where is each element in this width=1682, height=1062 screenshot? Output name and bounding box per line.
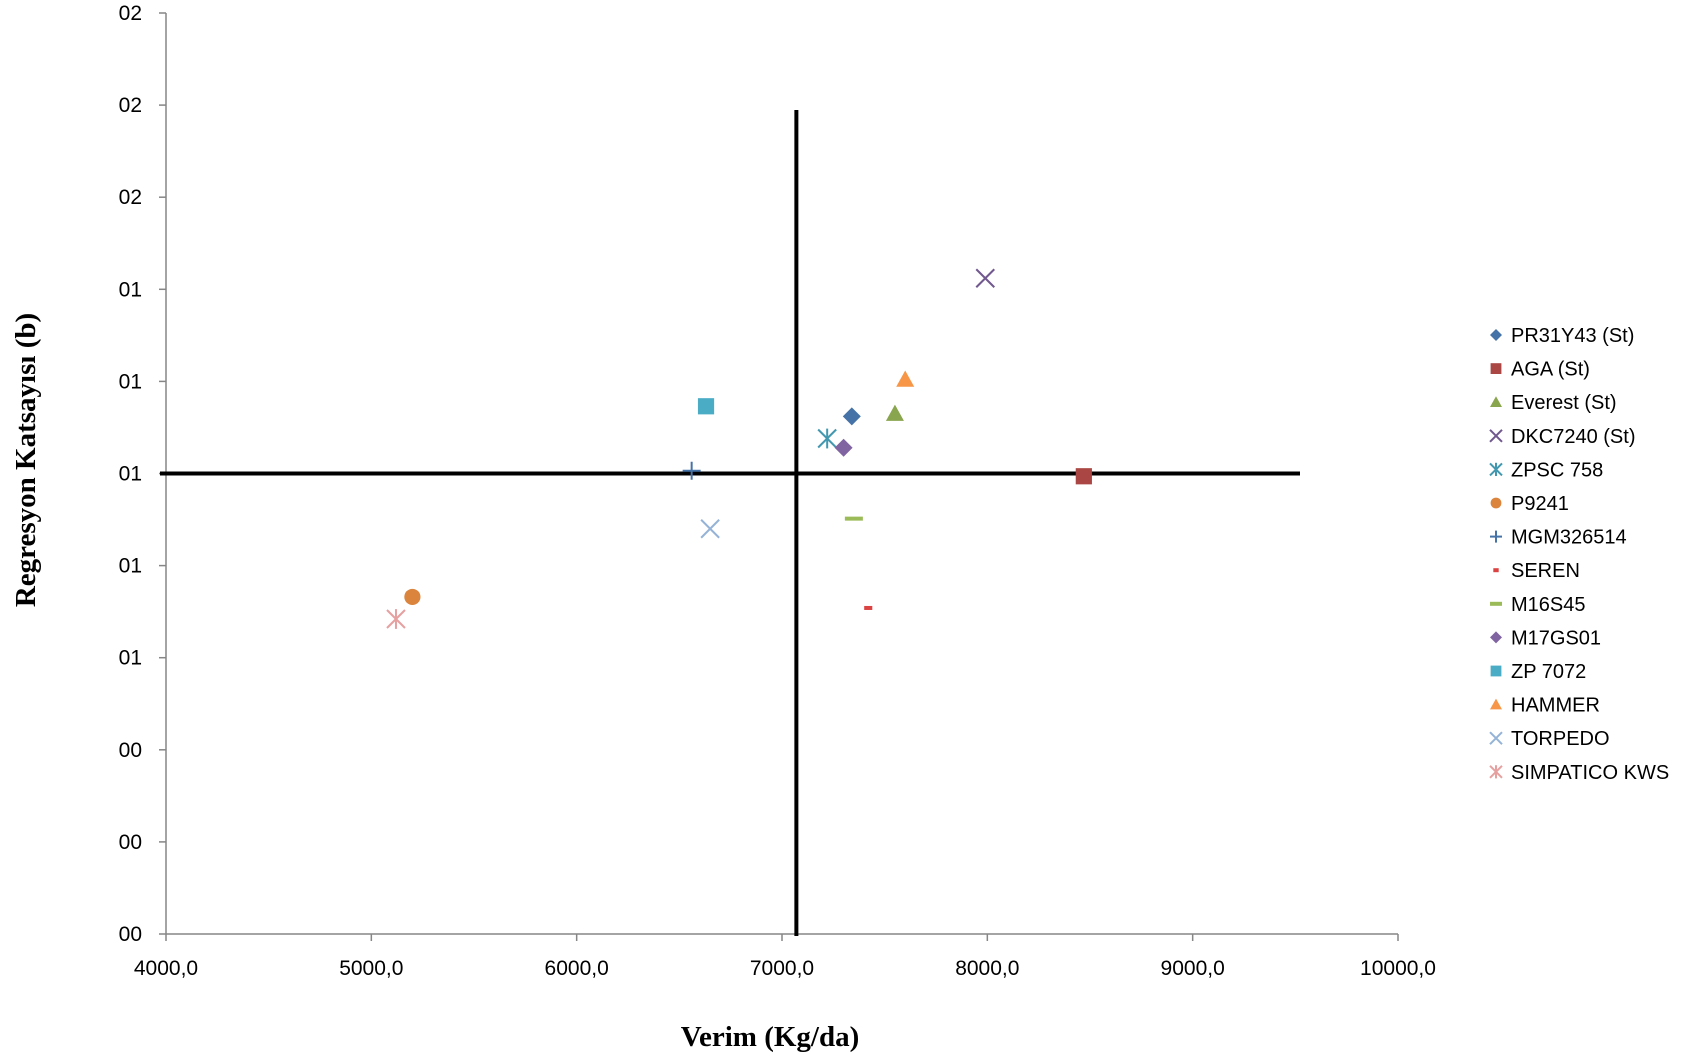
- legend-marker: [1489, 765, 1503, 779]
- x-tick-label: 4000,0: [134, 957, 198, 980]
- x-tick-label: 6000,0: [545, 957, 609, 980]
- legend-marker: [1489, 462, 1503, 477]
- legend-marker: [1489, 429, 1503, 443]
- legend-marker: [1489, 731, 1503, 745]
- y-tick-label: 01: [119, 370, 142, 393]
- legend-label: ZP 7072: [1511, 661, 1586, 683]
- y-axis-title: Regresyon Katsayısı (b): [10, 313, 42, 607]
- data-point: [817, 428, 837, 449]
- data-point: [896, 370, 915, 387]
- legend-marker: [1490, 698, 1502, 710]
- data-point: [1075, 468, 1092, 485]
- legend-label: AGA (St): [1511, 359, 1590, 381]
- x-tick-label: 9000,0: [1161, 957, 1225, 980]
- legend-marker: [1490, 601, 1502, 606]
- legend: PR31Y43 (St) AGA (St) Everest (St) DKC7240 …: [1489, 325, 1669, 784]
- data-point: [842, 407, 861, 426]
- legend-marker: [1490, 665, 1502, 677]
- y-tick-label: 02: [119, 186, 142, 209]
- y-tick-label: 00: [119, 923, 142, 946]
- y-tick-label: 01: [119, 647, 142, 670]
- legend-label: MGM326514: [1511, 527, 1627, 549]
- legend-label: M16S45: [1511, 594, 1586, 616]
- y-tick-label: 00: [119, 831, 142, 854]
- legend-label: Everest (St): [1511, 392, 1617, 414]
- y-tick-label: 00: [119, 739, 142, 762]
- x-tick-label: 8000,0: [955, 957, 1019, 980]
- legend-label: M17GS01: [1511, 627, 1601, 649]
- data-point: [700, 519, 720, 539]
- data-point: [834, 438, 853, 457]
- legend-label: SEREN: [1511, 560, 1580, 582]
- y-tick-label: 01: [119, 278, 142, 301]
- x-tick-label: 5000,0: [339, 957, 403, 980]
- legend-label: HAMMER: [1511, 695, 1600, 717]
- legend-marker: [1490, 631, 1502, 644]
- data-point: [697, 398, 715, 415]
- legend-label: ZPSC 758: [1511, 459, 1603, 481]
- data-point: [386, 609, 406, 629]
- data-point: [844, 516, 863, 521]
- legend-label: P9241: [1511, 493, 1569, 515]
- plot-area: 4000,0 5000,0 6000,0 7000,0 8000,0 9000,0 1000…: [119, 2, 1436, 980]
- y-tick-label: 02: [119, 2, 142, 25]
- legend-label: SIMPATICO KWS: [1511, 762, 1669, 784]
- x-tick-label: 10000,0: [1360, 957, 1436, 980]
- legend-label: DKC7240 (St): [1511, 426, 1636, 448]
- data-point: [975, 268, 995, 288]
- legend-marker: [1490, 396, 1502, 407]
- y-tick-label: 01: [119, 555, 142, 578]
- legend-marker: [1493, 568, 1499, 573]
- legend-marker: [1490, 329, 1502, 341]
- x-tick-label: 7000,0: [750, 957, 814, 980]
- legend-label: PR31Y43 (St): [1511, 325, 1634, 347]
- y-tick-label: 02: [119, 94, 142, 117]
- legend-marker: [1490, 363, 1502, 374]
- x-axis-title: Verim (Kg/da): [681, 1021, 860, 1053]
- data-point: [404, 588, 421, 606]
- y-tick-label: 01: [119, 463, 142, 486]
- legend-marker: [1490, 530, 1502, 543]
- data-point: [682, 461, 701, 480]
- legend-marker: [1490, 497, 1502, 509]
- data-point: [864, 605, 873, 610]
- legend-label: TORPEDO: [1511, 728, 1610, 750]
- data-point: [885, 404, 904, 421]
